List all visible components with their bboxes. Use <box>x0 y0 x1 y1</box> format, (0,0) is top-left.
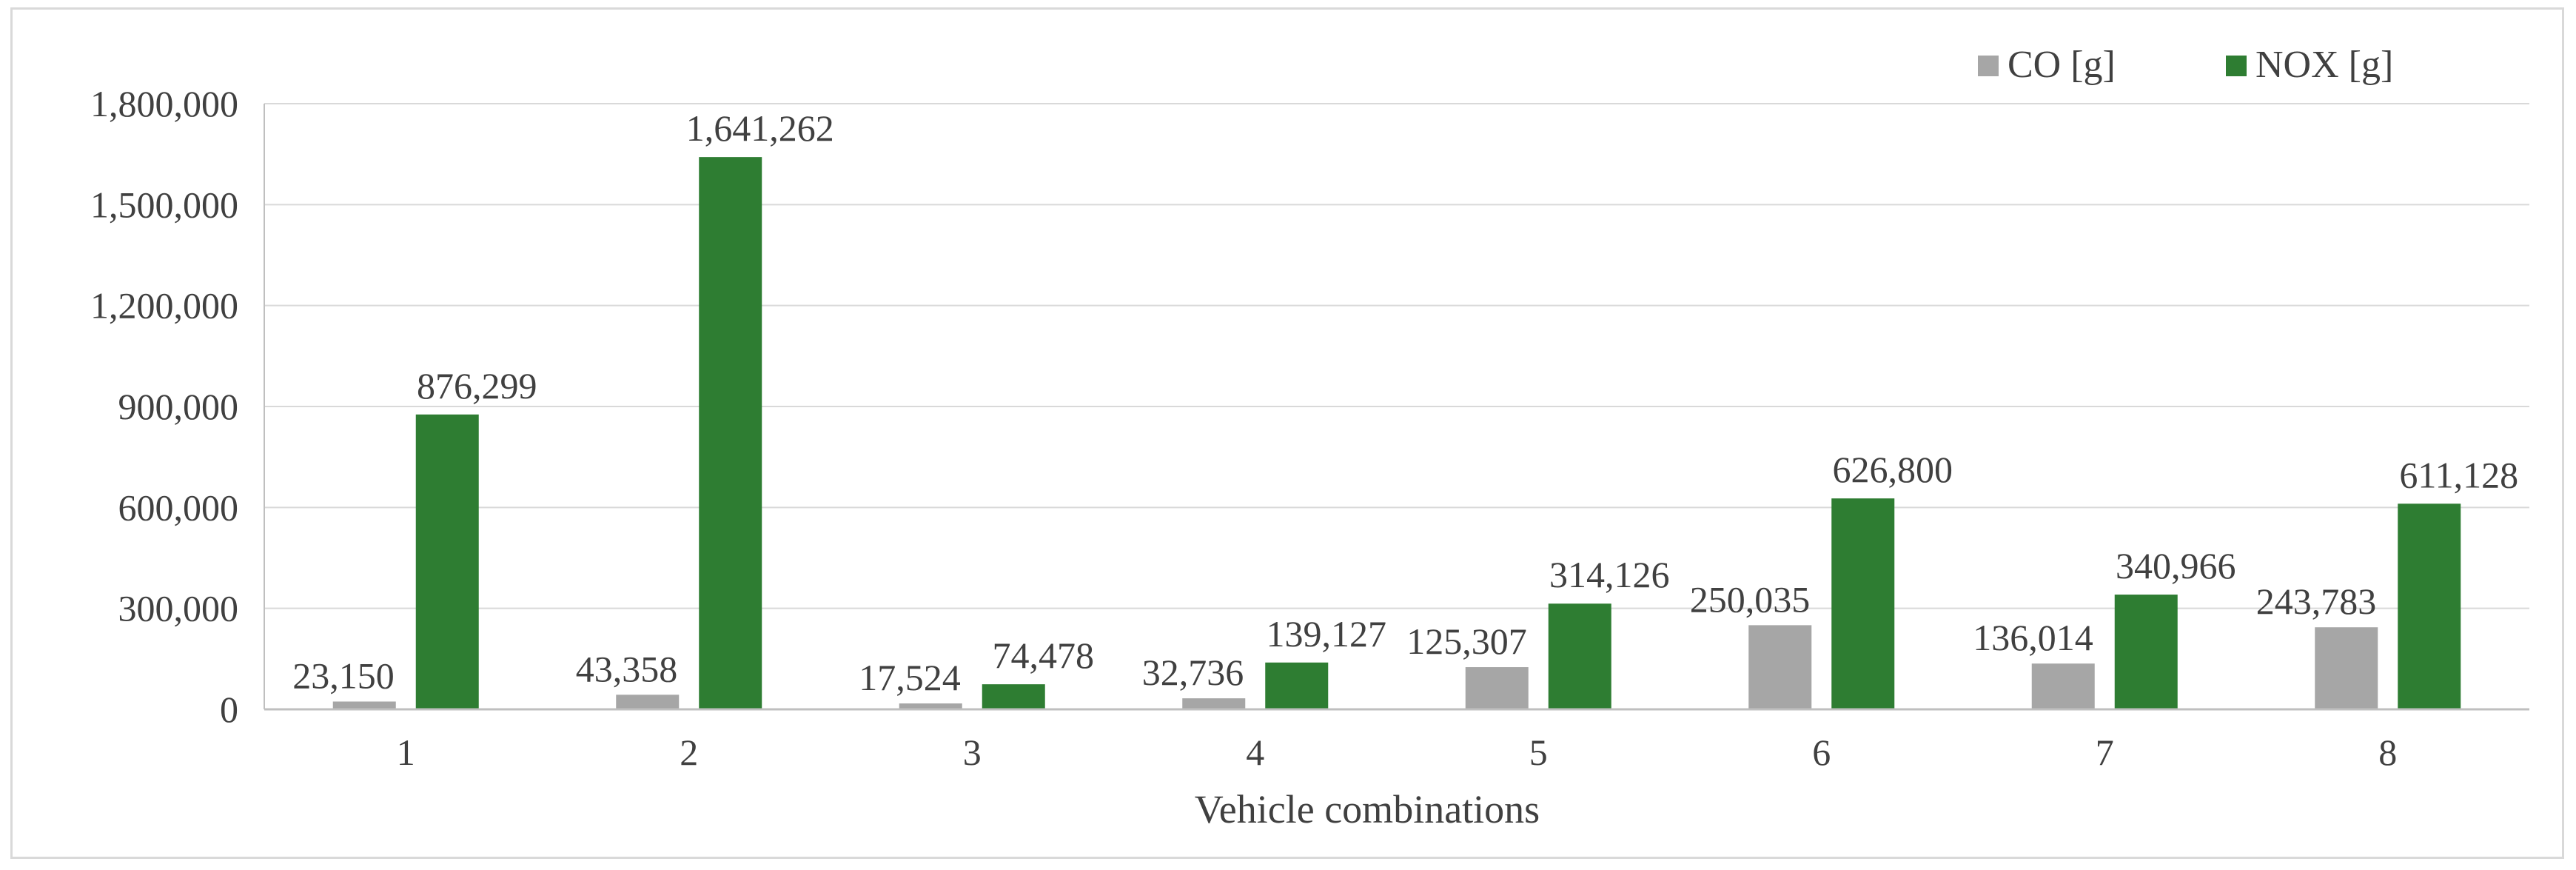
co-bar <box>1748 625 1812 709</box>
nox-data-label: 1,641,262 <box>686 107 834 149</box>
nox-data-label: 314,126 <box>1549 554 1670 595</box>
nox-data-label: 876,299 <box>417 365 537 406</box>
nox-legend-label: NOX [g] <box>2255 44 2393 86</box>
co-data-label: 17,524 <box>859 657 961 698</box>
gridlines <box>264 103 2529 609</box>
nox-data-label: 74,478 <box>993 635 1095 676</box>
y-tick-label: 1,200,000 <box>90 285 238 327</box>
x-axis-title: Vehicle combinations <box>1195 787 1540 831</box>
nox-bar <box>982 684 1045 709</box>
co-data-label: 250,035 <box>1690 578 1811 620</box>
co-bar <box>332 701 396 709</box>
nox-data-label: 340,966 <box>2116 545 2236 586</box>
x-tick-label: 5 <box>1529 732 1548 773</box>
co-bar <box>2315 627 2378 709</box>
y-tick-label: 300,000 <box>118 588 239 629</box>
chart-frame: 0 300,000 600,000 900,000 1,200,000 1,500,000… <box>10 7 2564 859</box>
x-tick-label: 6 <box>1812 732 1831 773</box>
co-data-label: 243,783 <box>2256 580 2377 622</box>
co-bar <box>1182 698 1246 709</box>
y-tick-label: 600,000 <box>118 486 239 528</box>
legend: CO [g] NOX [g] <box>1978 44 2393 86</box>
co-bar <box>616 695 680 709</box>
nox-bar <box>699 157 762 710</box>
nox-data-label: 139,127 <box>1267 613 1387 655</box>
data-labels: 23,150 876,299 43,358 1,641,262 17,524 74,478… <box>292 107 2518 698</box>
co-legend-label: CO [g] <box>2008 44 2116 86</box>
y-tick-label: 1,500,000 <box>90 184 238 225</box>
y-tick-label: 0 <box>220 689 238 730</box>
x-tick-label: 8 <box>2378 732 2397 773</box>
co-bar <box>2031 663 2095 709</box>
x-tick-label: 7 <box>2096 732 2114 773</box>
x-tick-label: 4 <box>1246 732 1264 773</box>
co-data-label: 23,150 <box>292 655 395 696</box>
axes: 0 300,000 600,000 900,000 1,200,000 1,500,000… <box>90 83 2529 773</box>
nox-data-label: 611,128 <box>2399 454 2518 495</box>
co-legend-swatch <box>1978 56 1999 76</box>
nox-bar <box>2114 595 2178 709</box>
co-data-label: 43,358 <box>576 648 678 689</box>
co-data-label: 136,014 <box>1973 617 2093 658</box>
nox-legend-swatch <box>2226 56 2247 76</box>
co-data-label: 125,307 <box>1406 620 1527 662</box>
y-tick-label: 1,800,000 <box>90 83 238 124</box>
nox-bar <box>1831 498 1895 709</box>
y-tick-label: 900,000 <box>118 386 239 427</box>
x-tick-label: 1 <box>397 732 415 773</box>
x-tick-label: 2 <box>680 732 698 773</box>
nox-bar <box>1548 603 1611 709</box>
nox-bar <box>2398 503 2461 709</box>
co-bar <box>899 703 962 709</box>
co-data-label: 32,736 <box>1142 652 1244 693</box>
co-bar <box>1465 667 1529 709</box>
nox-bar <box>415 414 479 709</box>
nox-bar <box>1265 662 1329 709</box>
bar-chart: 0 300,000 600,000 900,000 1,200,000 1,500,000… <box>90 44 2529 831</box>
bars <box>332 157 2461 710</box>
x-tick-label: 3 <box>963 732 982 773</box>
nox-data-label: 626,800 <box>1833 449 1953 490</box>
